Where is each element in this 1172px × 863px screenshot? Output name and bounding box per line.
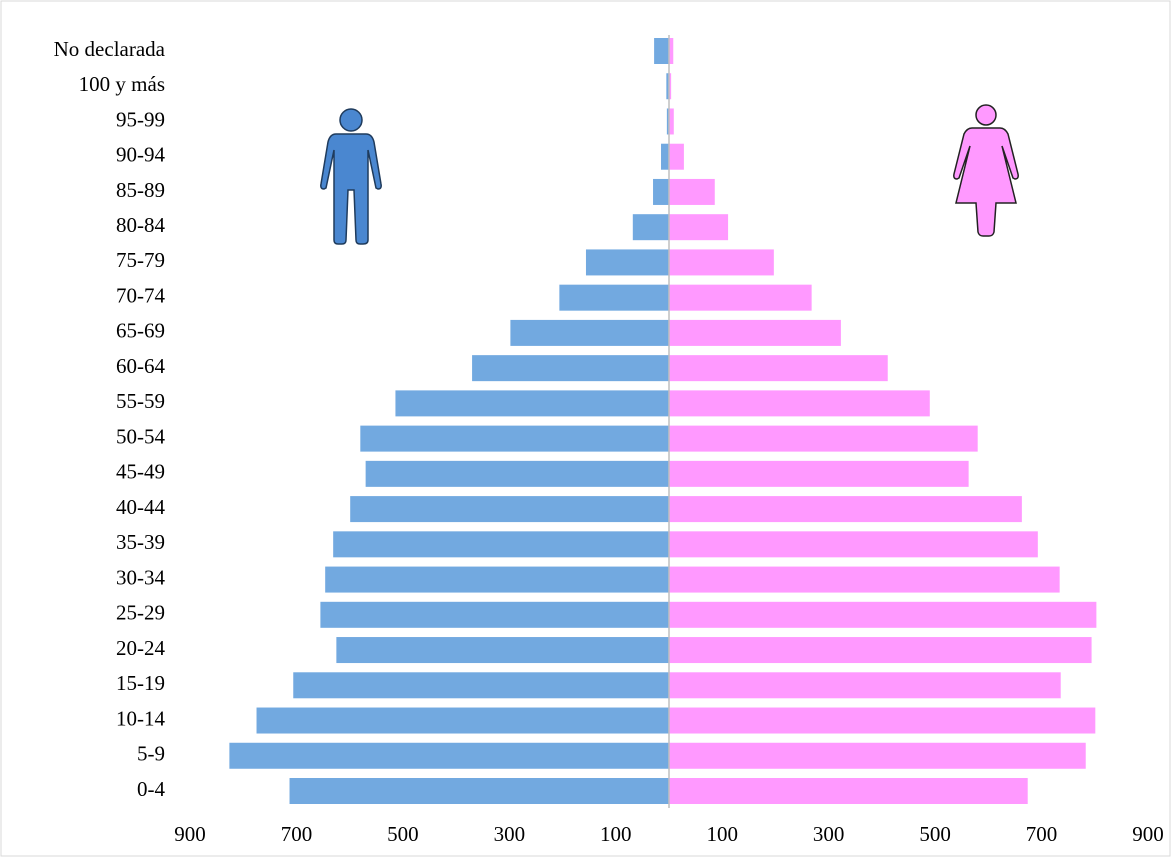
x-tick-label: 700 bbox=[281, 822, 313, 846]
y-tick-label: 65-69 bbox=[116, 319, 165, 343]
y-tick-label: 75-79 bbox=[116, 248, 165, 272]
x-tick-label: 300 bbox=[494, 822, 526, 846]
bar bbox=[669, 778, 1028, 804]
bar bbox=[669, 496, 1022, 523]
y-tick-label: 90-94 bbox=[116, 143, 165, 167]
x-tick-label: 900 bbox=[1132, 822, 1164, 846]
bar bbox=[669, 390, 930, 417]
x-tick-label: 700 bbox=[1026, 822, 1058, 846]
y-tick-label: 35-39 bbox=[116, 530, 165, 554]
bar bbox=[256, 707, 669, 734]
y-tick-label: 80-84 bbox=[116, 213, 165, 237]
bar bbox=[669, 601, 1097, 628]
bar bbox=[350, 496, 669, 523]
bar bbox=[336, 637, 669, 664]
bar bbox=[669, 637, 1092, 664]
x-tick-label: 100 bbox=[600, 822, 632, 846]
bar bbox=[472, 355, 669, 382]
bar bbox=[320, 601, 669, 628]
bar bbox=[669, 249, 774, 276]
bar bbox=[632, 214, 669, 241]
bar bbox=[669, 214, 729, 241]
y-tick-label: No declarada bbox=[54, 37, 166, 61]
bars bbox=[229, 35, 1097, 808]
bar bbox=[669, 319, 841, 346]
y-tick-label: 5-9 bbox=[137, 742, 165, 766]
bar bbox=[669, 178, 715, 205]
y-tick-label: 85-89 bbox=[116, 178, 165, 202]
y-tick-label: 50-54 bbox=[116, 424, 165, 448]
y-tick-label: 10-14 bbox=[116, 706, 165, 730]
bar bbox=[669, 460, 969, 487]
bar bbox=[395, 390, 669, 417]
bar bbox=[669, 707, 1096, 734]
bar bbox=[289, 778, 669, 804]
y-tick-label: 55-59 bbox=[116, 389, 165, 413]
bar bbox=[669, 143, 684, 170]
y-tick-label: 60-64 bbox=[116, 354, 165, 378]
bar bbox=[293, 672, 669, 699]
bar bbox=[229, 742, 669, 769]
y-tick-label: 40-44 bbox=[116, 495, 165, 519]
x-tick-label: 100 bbox=[706, 822, 738, 846]
bar bbox=[585, 249, 669, 276]
y-tick-label: 100 y más bbox=[79, 72, 165, 96]
bar bbox=[333, 531, 669, 558]
male-icon bbox=[320, 108, 382, 245]
x-tick-label: 500 bbox=[387, 822, 419, 846]
bar bbox=[365, 460, 669, 487]
bar bbox=[325, 566, 669, 593]
x-tick-label: 300 bbox=[813, 822, 845, 846]
y-tick-label: 20-24 bbox=[116, 636, 165, 660]
bar bbox=[666, 73, 669, 100]
bar bbox=[669, 38, 674, 64]
bar bbox=[669, 108, 674, 135]
bar bbox=[661, 143, 669, 170]
bar bbox=[669, 672, 1061, 699]
x-tick-label: 900 bbox=[174, 822, 206, 846]
y-tick-label: 95-99 bbox=[116, 107, 165, 131]
female-icon bbox=[953, 104, 1019, 237]
y-tick-label: 25-29 bbox=[116, 601, 165, 625]
y-tick-label: 15-19 bbox=[116, 671, 165, 695]
y-tick-label: 70-74 bbox=[116, 283, 165, 307]
bar bbox=[669, 425, 978, 452]
y-tick-label: 0-4 bbox=[137, 777, 165, 801]
bar bbox=[669, 566, 1060, 593]
bar bbox=[653, 178, 669, 205]
y-tick-label: 45-49 bbox=[116, 460, 165, 484]
labels: 900 700 500 300 100 100 300 500 700 900 No declara… bbox=[54, 37, 1164, 846]
bar bbox=[669, 73, 672, 100]
bar bbox=[669, 284, 812, 311]
bar bbox=[669, 742, 1086, 769]
x-tick-label: 500 bbox=[919, 822, 951, 846]
bar bbox=[654, 38, 669, 64]
bar bbox=[669, 355, 888, 382]
bar bbox=[360, 425, 669, 452]
y-tick-label: 30-34 bbox=[116, 565, 165, 589]
bar bbox=[669, 531, 1038, 558]
bar bbox=[510, 319, 669, 346]
bar bbox=[559, 284, 669, 311]
bar bbox=[666, 108, 669, 135]
